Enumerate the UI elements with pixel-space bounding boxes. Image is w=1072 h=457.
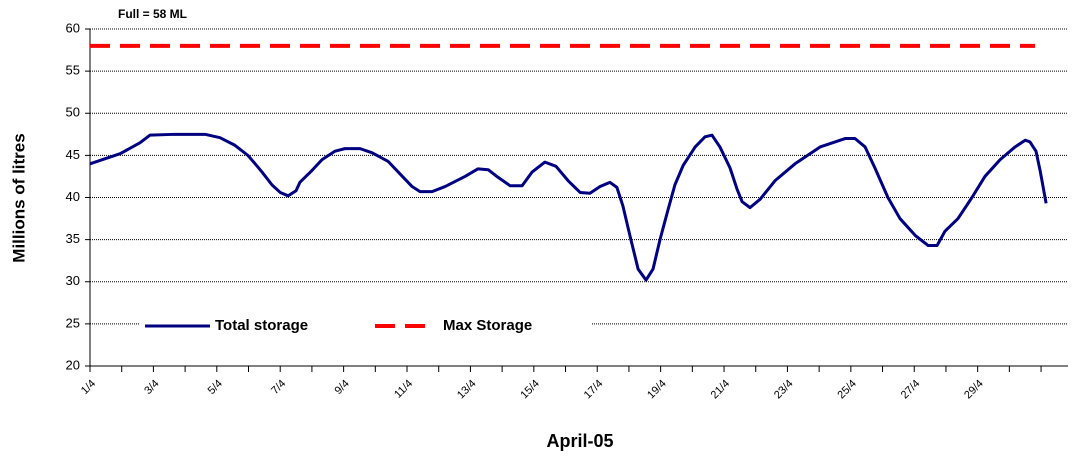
y-tick-label: 45 xyxy=(66,147,80,162)
x-tick-label: 9/4 xyxy=(332,378,351,397)
annotation: Full = 58 ML xyxy=(118,7,187,21)
x-tick-label: 27/4 xyxy=(899,378,923,402)
y-tick-label: 60 xyxy=(66,20,80,35)
y-tick-label: 20 xyxy=(66,357,80,372)
x-axis-label: April-05 xyxy=(546,431,613,451)
y-tick-label: 50 xyxy=(66,105,80,120)
x-tick-label: 13/4 xyxy=(455,378,479,402)
x-tick-label: 5/4 xyxy=(206,378,225,397)
series-line xyxy=(89,132,1048,282)
x-tick-label: 25/4 xyxy=(835,378,859,402)
x-tick-label: 29/4 xyxy=(962,378,986,402)
y-tick-label: 25 xyxy=(66,315,80,330)
y-axis-label: Millions of litres xyxy=(9,133,28,262)
y-tick-label: 35 xyxy=(66,231,80,246)
x-tick-label: 17/4 xyxy=(582,378,606,402)
x-tick-label: 3/4 xyxy=(142,378,161,397)
x-tick-label: 21/4 xyxy=(709,378,733,402)
x-tick-label: 19/4 xyxy=(645,378,669,402)
y-tick-label: 30 xyxy=(66,273,80,288)
legend xyxy=(140,312,592,340)
x-tick-label: 1/4 xyxy=(79,378,98,397)
y-tick-label: 55 xyxy=(66,63,80,78)
x-tick-label: 23/4 xyxy=(772,378,796,402)
legend-label: Max Storage xyxy=(443,317,532,334)
y-tick-label: 40 xyxy=(66,189,80,204)
x-tick-label: 11/4 xyxy=(392,378,415,401)
legend-label: Total storage xyxy=(215,317,308,334)
x-tick-label: 15/4 xyxy=(518,378,542,402)
x-tick-label: 7/4 xyxy=(269,378,288,397)
